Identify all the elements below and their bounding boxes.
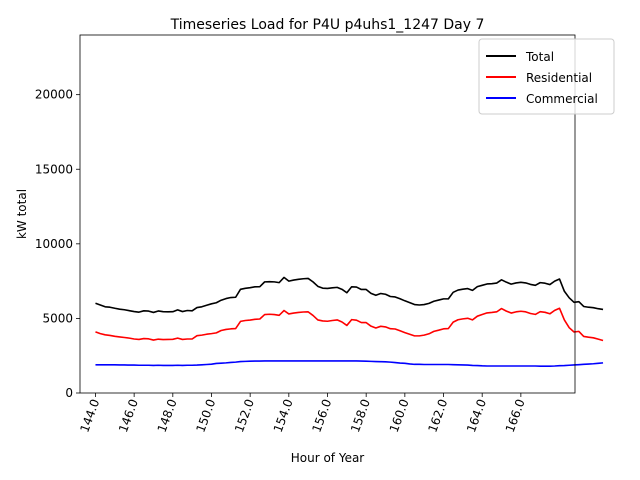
x-tick-label: 158.0 <box>348 397 373 434</box>
plot-frame <box>79 34 576 394</box>
y-tick-label: 0 <box>65 386 73 400</box>
legend-entry-residential: Residential <box>486 71 592 85</box>
x-tick-label: 152.0 <box>232 397 257 434</box>
x-axis-label: Hour of Year <box>291 451 365 465</box>
legend-label-total: Total <box>525 50 554 64</box>
x-tick-label: 156.0 <box>309 397 334 434</box>
x-tick-label: 150.0 <box>193 397 218 434</box>
x-tick-label: 160.0 <box>387 397 412 434</box>
x-tick-label: 166.0 <box>503 397 528 434</box>
legend-entry-total: Total <box>486 50 554 64</box>
x-tick-label: 164.0 <box>464 397 489 434</box>
legend-label-commercial: Commercial <box>526 92 598 106</box>
legend: Total Residential Commercial <box>478 38 615 115</box>
legend-box <box>478 38 615 115</box>
series-line-commercial <box>95 360 604 367</box>
x-tick-label: 154.0 <box>271 397 296 434</box>
series-line-total <box>95 276 604 314</box>
y-tick-label: 5000 <box>42 311 73 325</box>
x-tick-label: 162.0 <box>425 397 450 434</box>
y-tick-label: 15000 <box>35 162 73 176</box>
y-tick-label: 20000 <box>35 88 73 102</box>
y-axis-label: kW total <box>15 189 29 239</box>
legend-entry-commercial: Commercial <box>486 92 598 106</box>
x-tick-label: 146.0 <box>116 397 141 434</box>
x-tick-label: 144.0 <box>77 397 102 434</box>
series-line-residential <box>95 307 604 342</box>
y-tick-label: 10000 <box>35 237 73 251</box>
chart-title: Timeseries Load for P4U p4uhs1_1247 Day … <box>170 17 485 33</box>
series-lines <box>95 276 604 367</box>
legend-label-residential: Residential <box>526 71 592 85</box>
x-tick-label: 148.0 <box>155 397 180 434</box>
